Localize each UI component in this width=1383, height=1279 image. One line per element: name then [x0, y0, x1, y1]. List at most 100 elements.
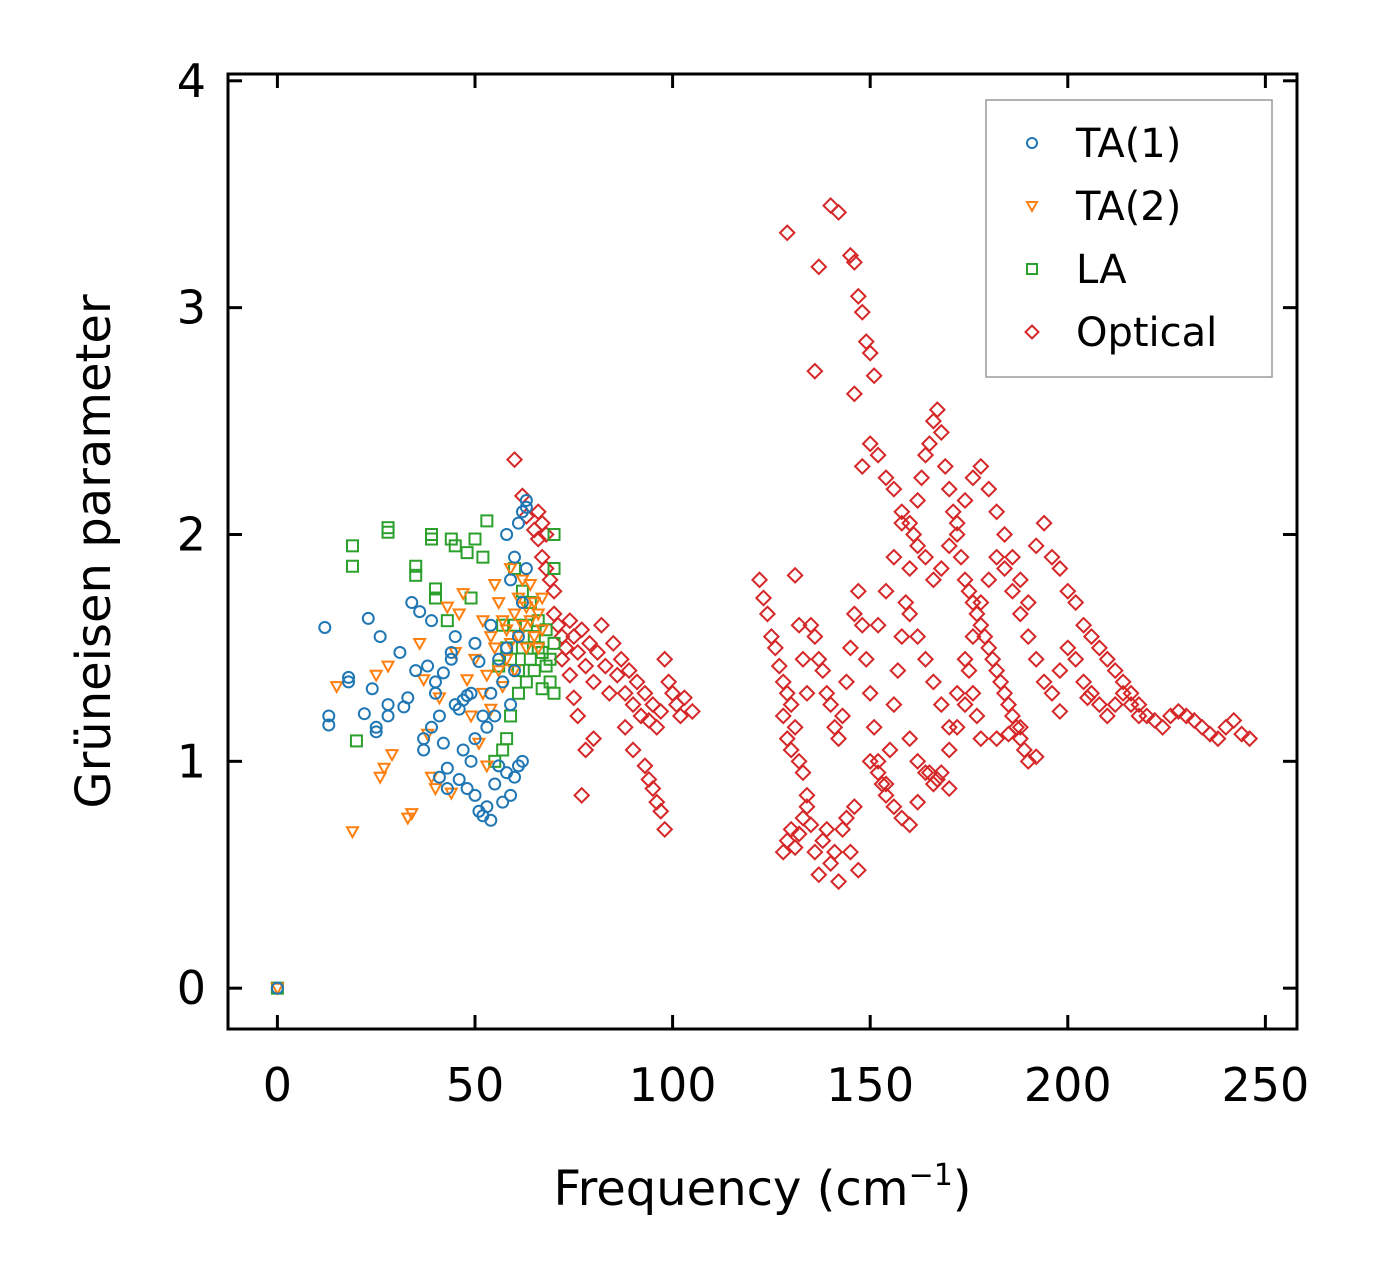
- data-point-diamond: [770, 657, 788, 675]
- data-point-circle: [361, 611, 375, 625]
- data-point-diamond: [853, 616, 871, 634]
- data-point-diamond: [553, 650, 571, 668]
- data-point-circle: [440, 782, 454, 796]
- x-axis-label-text: Frequency (cm: [553, 1161, 908, 1217]
- data-point-diamond: [1122, 684, 1140, 702]
- x-axis-label: Frequency (cm−1): [553, 1158, 971, 1217]
- data-point-diamond: [928, 770, 946, 789]
- data-point-square: [535, 682, 549, 696]
- data-point-square: [444, 532, 458, 546]
- data-point-diamond: [924, 571, 942, 589]
- data-point-circle: [322, 709, 336, 723]
- data-point-diamond: [557, 639, 575, 657]
- data-point-diamond: [826, 843, 844, 861]
- data-point-diamond: [1075, 673, 1093, 691]
- data-point-diamond: [754, 589, 773, 607]
- data-point-circle: [448, 630, 462, 644]
- data-point-square: [547, 636, 561, 650]
- data-point-diamond: [999, 725, 1018, 743]
- data-point-circle: [480, 720, 494, 734]
- data-point-diamond: [1011, 571, 1029, 589]
- data-point-diamond: [893, 503, 911, 521]
- data-point-diamond: [861, 752, 879, 770]
- data-point-square: [539, 623, 553, 637]
- data-point-diamond: [861, 435, 879, 453]
- data-point-diamond: [652, 802, 670, 820]
- data-point-diamond: [608, 666, 626, 684]
- data-point-triangle-down: [523, 578, 538, 592]
- data-point-diamond: [1241, 730, 1259, 748]
- data-point-diamond: [1114, 684, 1132, 702]
- data-point-diamond: [644, 696, 662, 714]
- data-point-diamond: [837, 673, 856, 691]
- data-point-diamond: [648, 718, 666, 736]
- data-point-circle: [322, 718, 336, 732]
- data-point-diamond: [865, 367, 883, 385]
- data-point-diamond: [869, 446, 887, 464]
- data-point-diamond: [1209, 730, 1227, 748]
- data-point-square: [349, 734, 363, 748]
- data-point-diamond: [841, 246, 859, 265]
- data-point-triangle-down: [527, 631, 542, 645]
- data-point-diamond: [561, 612, 579, 630]
- data-point-circle: [472, 655, 486, 669]
- data-point-diamond: [782, 696, 800, 714]
- data-point-circle: [504, 573, 518, 587]
- data-point-diamond: [924, 673, 942, 691]
- data-point-diamond: [841, 639, 859, 657]
- data-point-square: [500, 732, 514, 746]
- data-point-triangle-down: [527, 597, 542, 611]
- data-point-diamond: [1067, 650, 1085, 668]
- data-point-circle: [464, 754, 478, 768]
- data-point-diamond: [1177, 707, 1195, 725]
- legend-label: TA(2): [1075, 184, 1181, 230]
- data-point-circle: [409, 664, 423, 678]
- data-point-diamond: [1051, 702, 1069, 720]
- data-point-diamond: [1011, 718, 1029, 736]
- data-point-circle: [440, 761, 454, 775]
- data-point-circle: [488, 709, 502, 723]
- data-point-diamond: [675, 689, 694, 707]
- data-point-diamond: [853, 457, 871, 475]
- data-point-diamond: [814, 662, 832, 680]
- data-point-diamond: [877, 582, 895, 600]
- data-point-square: [428, 582, 442, 596]
- x-tick-label: 100: [629, 1058, 717, 1112]
- data-point-circle: [519, 493, 533, 507]
- data-point-diamond: [577, 741, 595, 759]
- data-point-diamond: [592, 616, 611, 634]
- data-point-diamond: [1130, 696, 1148, 714]
- data-point-diamond: [569, 643, 587, 662]
- data-point-diamond: [584, 730, 603, 748]
- data-point-square: [504, 709, 518, 723]
- data-point-triangle-down: [507, 608, 522, 622]
- data-point-circle: [519, 500, 533, 514]
- data-point-diamond: [671, 707, 690, 725]
- data-point-diamond: [881, 741, 899, 759]
- data-point-diamond: [1233, 725, 1251, 743]
- data-point-triangle-down: [503, 563, 518, 577]
- data-point-diamond: [980, 571, 998, 589]
- data-point-diamond: [845, 798, 863, 816]
- data-point-diamond: [814, 832, 832, 850]
- data-point-circle: [425, 720, 439, 734]
- data-point-diamond: [956, 650, 974, 668]
- data-point-diamond: [636, 684, 654, 702]
- data-point-diamond: [928, 401, 946, 419]
- data-point-diamond: [584, 673, 603, 691]
- data-point-diamond: [948, 514, 966, 532]
- data-point-diamond: [849, 287, 867, 305]
- data-point-diamond: [782, 741, 800, 759]
- data-point-circle: [500, 527, 514, 541]
- data-point-diamond: [913, 469, 931, 487]
- data-point-diamond: [766, 639, 784, 657]
- y-tick-label: 0: [177, 961, 206, 1015]
- data-point-diamond: [1090, 639, 1108, 657]
- data-point-square: [515, 641, 529, 655]
- data-point-circle: [492, 759, 506, 773]
- data-point-triangle-down: [523, 615, 538, 629]
- data-point-diamond: [569, 707, 587, 725]
- data-point-circle: [417, 743, 431, 757]
- data-point-diamond: [517, 507, 535, 525]
- data-point-diamond: [1059, 582, 1077, 600]
